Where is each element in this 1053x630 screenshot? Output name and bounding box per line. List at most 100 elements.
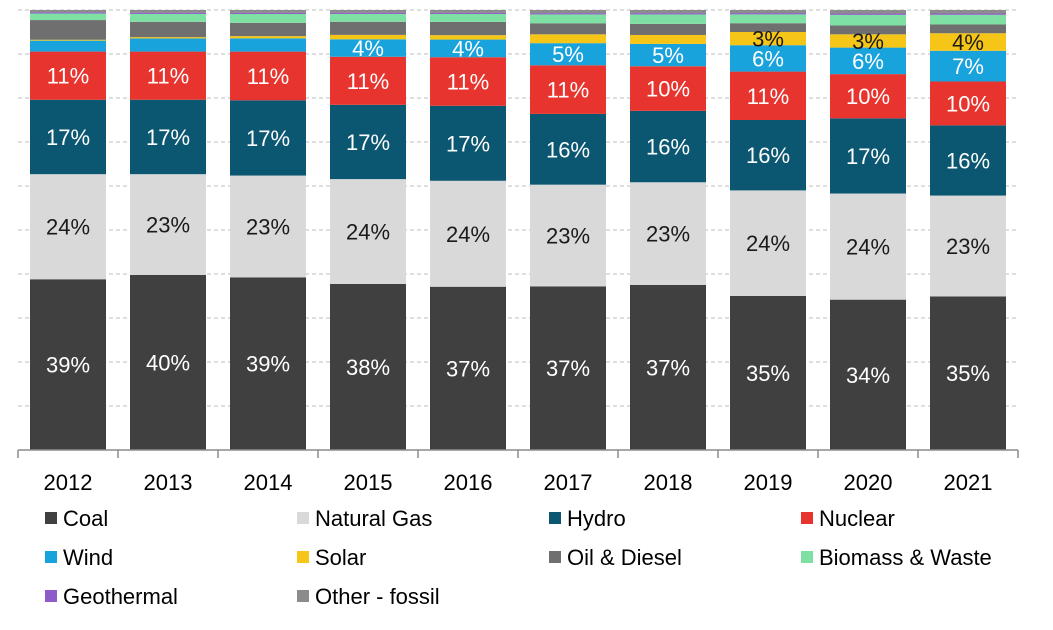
bar-segment-wind (330, 39, 406, 57)
bar-segment-nuclear (530, 65, 606, 114)
x-tick-label: 2016 (444, 470, 493, 495)
data-label: 11% (247, 64, 289, 89)
bar-segment-natural-gas (30, 174, 106, 280)
data-label: 35% (746, 361, 790, 386)
bar-segment-oil-diesel (930, 24, 1006, 34)
bar-segment-coal (830, 299, 906, 450)
data-label: 10% (846, 84, 890, 109)
legend-swatch (549, 551, 561, 563)
legend-swatch (297, 551, 309, 563)
data-label: 16% (746, 143, 790, 168)
x-tick-label: 2020 (844, 470, 893, 495)
bar-segment-natural-gas (630, 182, 706, 285)
bar-segment-biomass-waste (230, 13, 306, 23)
bar-segment-coal (230, 277, 306, 450)
bar-segment-geothermal (330, 12, 406, 14)
bar-segment-oil-diesel (230, 22, 306, 37)
legend: Coal Natural Gas Hydro Nuclear Wind Solar Oil … (45, 506, 992, 609)
legend-label: Geothermal (63, 584, 178, 609)
legend-label: Nuclear (819, 506, 895, 531)
data-label: 11% (747, 84, 789, 109)
bar-segment-coal (630, 284, 706, 450)
legend-label: Solar (315, 545, 366, 570)
bar-segment-wind (30, 40, 106, 52)
data-label: 11% (47, 64, 89, 89)
bar-segment-natural-gas (830, 193, 906, 300)
bar-segment-wind (730, 45, 806, 72)
x-tick-label: 2015 (344, 470, 393, 495)
bar-segment-oil-diesel (830, 25, 906, 35)
bar-segment-oil-diesel (430, 21, 506, 36)
bar-segment-natural-gas (930, 195, 1006, 297)
bar-segment-hydro (830, 118, 906, 194)
data-label: 17% (46, 125, 90, 150)
bar-segment-geothermal (30, 12, 106, 14)
bar-segment-hydro (530, 113, 606, 185)
data-label: 39% (246, 352, 290, 377)
bar-segment-other-fossil (230, 10, 306, 13)
x-tick-label: 2017 (544, 470, 593, 495)
data-label: 17% (346, 130, 390, 155)
bar-segment-hydro (430, 105, 506, 181)
data-label: 6% (852, 49, 884, 74)
bar-segment-coal (130, 274, 206, 450)
data-label: 16% (546, 137, 590, 162)
bar-segment-other-fossil (430, 10, 506, 13)
data-label: 5% (652, 43, 684, 68)
data-label: 16% (946, 148, 990, 173)
legend-label: Coal (63, 506, 108, 531)
bar-segment-solar (130, 37, 206, 39)
bar-segment-biomass-waste (730, 14, 806, 24)
data-label: 4% (352, 36, 384, 61)
bar-segment-coal (430, 286, 506, 450)
bar-segment-solar (730, 32, 806, 46)
bar-segment-solar (630, 34, 706, 44)
legend-swatch (549, 512, 561, 524)
bar-segment-solar (30, 39, 106, 41)
bar-segment-geothermal (730, 13, 806, 15)
bar-segment-wind (430, 39, 506, 58)
legend-label: Natural Gas (315, 506, 432, 531)
bar-segment-coal (930, 296, 1006, 450)
bar-segment-natural-gas (230, 175, 306, 278)
data-label: 24% (446, 222, 490, 247)
bar-segment-geothermal (630, 13, 706, 15)
data-label: 23% (946, 234, 990, 259)
data-label: 10% (646, 77, 690, 102)
data-label: 11% (547, 78, 589, 103)
bar-segment-natural-gas (530, 184, 606, 287)
x-tick-label: 2019 (744, 470, 793, 495)
bar-segment-geothermal (230, 12, 306, 14)
data-label: 23% (246, 214, 290, 239)
bar-segment-nuclear (130, 51, 206, 100)
legend-swatch (801, 512, 813, 524)
bar-segment-geothermal (930, 13, 1006, 15)
bar-segment-coal (530, 286, 606, 450)
bar-segment-hydro (330, 104, 406, 180)
legend-label: Oil & Diesel (567, 545, 682, 570)
data-labels: 39% 24% 17% 11% 40% 23% 17% 11% 39% 23% 17% 11% 38% 2… (46, 27, 990, 388)
data-label: 35% (946, 361, 990, 386)
legend-label: Other - fossil (315, 584, 440, 609)
bar-segment-hydro (230, 100, 306, 176)
bar-segment-geothermal (830, 13, 906, 15)
bar-segment-solar (330, 34, 406, 40)
bar-segment-nuclear (30, 51, 106, 100)
bar-segment-solar (930, 33, 1006, 51)
bar-segment-wind (130, 38, 206, 52)
bar-segment-oil-diesel (630, 23, 706, 35)
x-tick-label: 2018 (644, 470, 693, 495)
bar-segment-biomass-waste (830, 14, 906, 26)
legend-label: Biomass & Waste (819, 545, 992, 570)
bar-segment-hydro (930, 125, 1006, 196)
data-label: 3% (752, 27, 784, 52)
legend-label: Hydro (567, 506, 626, 531)
data-label: 38% (346, 355, 390, 380)
bar-segment-wind (830, 47, 906, 75)
data-label: 37% (646, 355, 690, 380)
bar-segment-biomass-waste (330, 13, 406, 22)
data-label: 17% (446, 131, 490, 156)
bar-segment-solar (230, 36, 306, 39)
bar-segment-biomass-waste (530, 14, 606, 24)
bar-segment-geothermal (130, 12, 206, 14)
